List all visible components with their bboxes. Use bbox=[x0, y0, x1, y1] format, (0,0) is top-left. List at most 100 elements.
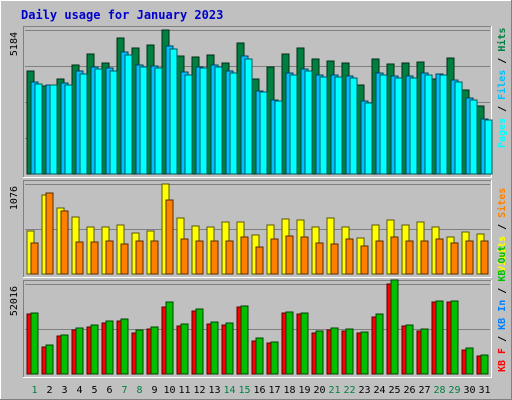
x-tick-label: 10 bbox=[163, 385, 175, 396]
bar bbox=[480, 240, 489, 275]
x-tick-label: 5 bbox=[91, 385, 97, 396]
x-tick-label: 18 bbox=[283, 385, 295, 396]
bar bbox=[79, 73, 88, 175]
series-pages bbox=[34, 48, 493, 175]
bar bbox=[150, 240, 159, 275]
bar bbox=[285, 311, 294, 375]
bar bbox=[285, 235, 294, 275]
bar bbox=[214, 66, 223, 175]
bar bbox=[180, 238, 189, 275]
bar bbox=[169, 48, 178, 175]
bar bbox=[105, 320, 114, 375]
bar bbox=[240, 236, 249, 275]
bar bbox=[154, 67, 163, 175]
bar bbox=[439, 74, 448, 175]
x-tick-label: 9 bbox=[151, 385, 157, 396]
legend-item: KB In bbox=[497, 300, 508, 330]
bar bbox=[300, 312, 309, 375]
chart-title: Daily usage for January 2023 bbox=[21, 8, 223, 22]
bar bbox=[105, 240, 114, 275]
bar bbox=[315, 330, 324, 375]
bar bbox=[94, 68, 103, 175]
bar bbox=[244, 58, 253, 175]
bar bbox=[360, 331, 369, 375]
bar bbox=[45, 344, 54, 375]
bar bbox=[165, 199, 174, 275]
x-tick-label: 12 bbox=[193, 385, 205, 396]
panel-max-label: 5184 bbox=[9, 32, 20, 56]
bar bbox=[210, 240, 219, 275]
bar bbox=[274, 100, 283, 175]
bar bbox=[484, 119, 493, 175]
bar bbox=[330, 327, 339, 375]
x-tick-label: 19 bbox=[298, 385, 310, 396]
bar bbox=[270, 238, 279, 275]
x-tick-label: 4 bbox=[76, 385, 82, 396]
panel-max-label: 52016 bbox=[9, 286, 20, 316]
bar bbox=[454, 81, 463, 175]
bar bbox=[480, 354, 489, 375]
bar bbox=[394, 77, 403, 175]
legend-item: Sites bbox=[496, 188, 508, 218]
legend-separator: / bbox=[497, 100, 508, 118]
legend-item: Files bbox=[496, 70, 508, 100]
x-tick-label: 14 bbox=[223, 385, 235, 396]
bar bbox=[195, 308, 204, 375]
bar bbox=[424, 74, 433, 175]
x-tick-label: 21 bbox=[328, 385, 340, 396]
legend-item: KB F bbox=[497, 348, 508, 372]
bar bbox=[319, 76, 328, 175]
bar bbox=[349, 77, 358, 175]
bar bbox=[90, 324, 99, 375]
legend-item: Pages bbox=[497, 118, 508, 148]
x-tick-label: 23 bbox=[358, 385, 370, 396]
bar bbox=[315, 242, 324, 275]
bar bbox=[435, 238, 444, 275]
bar bbox=[139, 66, 148, 175]
bar bbox=[120, 318, 129, 375]
x-tick-label: 15 bbox=[238, 385, 250, 396]
x-tick-label: 26 bbox=[403, 385, 415, 396]
bar bbox=[229, 72, 238, 175]
bar bbox=[225, 322, 234, 375]
bar bbox=[345, 328, 354, 375]
bar bbox=[135, 329, 144, 375]
bar bbox=[184, 74, 193, 175]
x-tick-label: 3 bbox=[61, 385, 67, 396]
panel-requests: 5184 Pages / Files / Hits bbox=[9, 26, 508, 178]
panel-max-label: 1076 bbox=[9, 186, 20, 210]
x-tick-label: 13 bbox=[208, 385, 220, 396]
bar bbox=[405, 324, 414, 375]
bar bbox=[49, 84, 58, 175]
bar bbox=[390, 279, 399, 375]
bar bbox=[435, 300, 444, 375]
bar bbox=[345, 238, 354, 275]
legend-item: Hits bbox=[496, 28, 508, 52]
x-tick-label: 1 bbox=[31, 385, 37, 396]
bar bbox=[390, 236, 399, 275]
legend-text: Pages / Files / Hits bbox=[496, 28, 508, 148]
x-tick-label: 29 bbox=[448, 385, 460, 396]
bar bbox=[364, 102, 373, 175]
bar bbox=[465, 240, 474, 275]
chart-panels: 5184 Pages / Files / Hits 1076 Visits / Sit… bbox=[9, 26, 508, 378]
bar bbox=[465, 347, 474, 375]
bar bbox=[379, 74, 388, 175]
panel-legend: Visits / Sites bbox=[496, 188, 508, 272]
x-tick-label: 30 bbox=[463, 385, 475, 396]
panel-visitors: 1076 Visits / Sites bbox=[9, 180, 508, 278]
bar bbox=[255, 246, 264, 275]
x-tick-label: 6 bbox=[106, 385, 112, 396]
series-kb-out bbox=[30, 279, 489, 375]
bar bbox=[255, 337, 264, 375]
x-tick-label: 25 bbox=[388, 385, 400, 396]
x-tick-label: 22 bbox=[343, 385, 355, 396]
bar bbox=[240, 305, 249, 375]
bar bbox=[330, 243, 339, 275]
bar bbox=[195, 240, 204, 275]
bar bbox=[180, 323, 189, 375]
legend-separator: / bbox=[497, 282, 508, 300]
legend-item: Visits bbox=[496, 236, 508, 272]
